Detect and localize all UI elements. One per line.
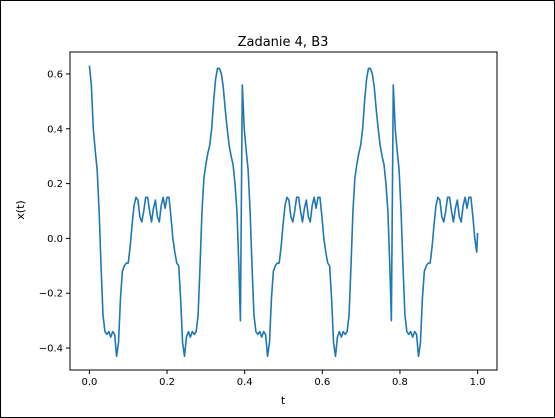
x-tick-label: 0.4 [237, 377, 253, 388]
y-axis-label: x(t) [14, 200, 27, 219]
chart-title: Zadanie 4, B3 [238, 35, 329, 50]
x-tick-label: 0.2 [159, 377, 175, 388]
y-tick-label: 0.4 [47, 124, 63, 135]
y-tick-label: −0.4 [39, 344, 63, 355]
x-tick-label: 0.0 [81, 377, 97, 388]
x-tick-label: 0.8 [392, 377, 408, 388]
series-line-x-t [89, 66, 477, 357]
y-tick-label: 0.2 [47, 179, 63, 190]
y-tick-label: −0.2 [39, 289, 63, 300]
x-tick-label: 0.6 [314, 377, 330, 388]
x-axis-label: t [281, 394, 286, 407]
x-tick-label: 1.0 [470, 377, 486, 388]
y-tick-label: 0.0 [47, 234, 63, 245]
y-tick-label: 0.6 [47, 69, 63, 80]
plot-area: 0.0 0.2 0.4 0.6 0.8 1.0 −0.4 −0.2 0.0 0.2 0.4 0.6 [39, 52, 497, 388]
